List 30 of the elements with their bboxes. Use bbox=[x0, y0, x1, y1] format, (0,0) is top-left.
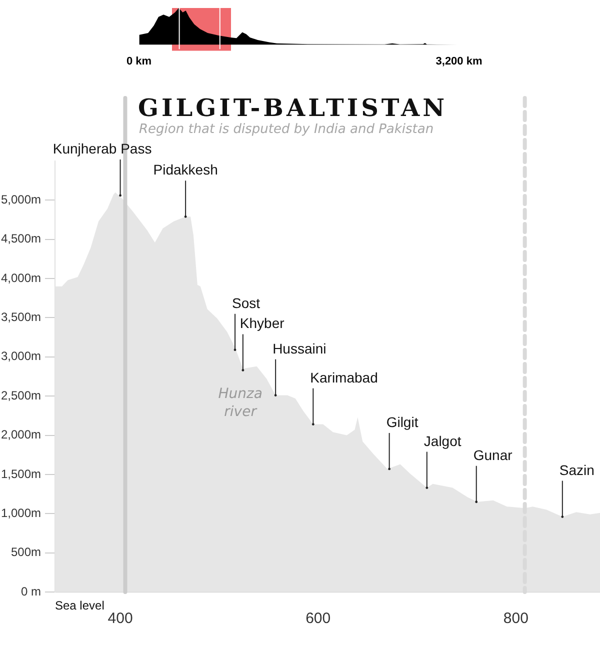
annotation: Sost bbox=[232, 294, 260, 311]
annotation: Hunza river bbox=[218, 386, 262, 420]
y-tick-label: 2,000m bbox=[0, 428, 41, 442]
annotation: Sazin bbox=[559, 462, 594, 478]
text: Sea level bbox=[55, 598, 104, 612]
y-tick-label: 500m bbox=[10, 545, 41, 560]
annotation: Kunjherab Pass bbox=[52, 140, 152, 156]
annotation: Khyber bbox=[240, 315, 285, 332]
x-tick-label: 400 bbox=[108, 610, 133, 628]
x-tick-label: 600 bbox=[306, 610, 331, 628]
y-tick-label: 4,500m bbox=[0, 232, 41, 246]
annotation: Jalgot bbox=[424, 432, 462, 449]
annotation: Gilgit bbox=[386, 414, 418, 430]
y-tick-label: 2,500m bbox=[0, 388, 41, 402]
annotation: Hussaini bbox=[272, 340, 326, 356]
x-tick-label: 800 bbox=[503, 610, 528, 628]
x-tick-label: 3,200 km bbox=[436, 55, 482, 68]
y-tick-label: 3,500m bbox=[0, 310, 41, 324]
chart-title: GILGIT-BALTISTAN bbox=[138, 93, 448, 122]
y-tick-label: 3,000m bbox=[0, 349, 41, 364]
annotation: Karimabad bbox=[310, 369, 378, 386]
y-tick-label: 4,000m bbox=[0, 270, 41, 285]
y-tick-label: 1,000m bbox=[0, 506, 41, 520]
annotation: Pidakkesh bbox=[153, 162, 218, 178]
y-tick-label: 5,000m bbox=[0, 192, 41, 206]
y-tick-label: 1,500m bbox=[0, 466, 41, 481]
y-tick-label: 0 m bbox=[20, 584, 41, 598]
x-tick-label: 0 km bbox=[126, 55, 152, 68]
annotation: Gunar bbox=[473, 446, 513, 463]
chart-subtitle: Region that is disputed by India and Pakistan bbox=[139, 122, 434, 137]
